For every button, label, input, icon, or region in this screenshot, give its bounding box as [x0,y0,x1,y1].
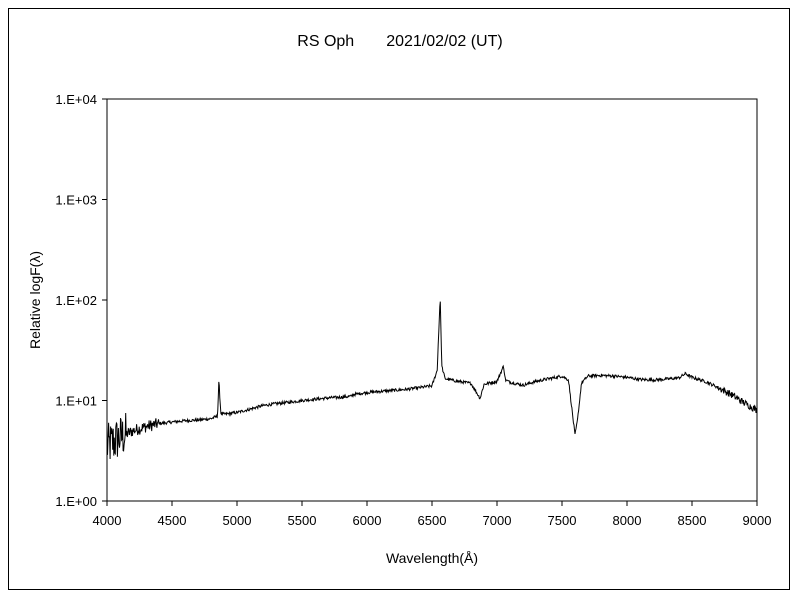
y-tick-label: 1.E+03 [55,193,97,208]
x-tick-label: 6500 [418,513,447,528]
plot-area [106,98,758,502]
spectrum-line [106,301,758,460]
x-tick-label: 6000 [353,513,382,528]
x-tick-label: 4500 [158,513,187,528]
x-tick-label: 8000 [613,513,642,528]
x-tick-label: 7000 [483,513,512,528]
y-axis-ticks: 1.E+00 1.E+01 1.E+02 1.E+03 1.E+04 [55,92,107,509]
chart-title: RS Oph 2021/02/02 (UT) [297,33,502,50]
x-tick-label: 8500 [678,513,707,528]
y-tick-label: 1.E+01 [55,394,97,409]
y-tick-label: 1.E+02 [55,293,97,308]
x-tick-label: 4000 [93,513,122,528]
x-tick-label: 7500 [548,513,577,528]
x-tick-label: 5500 [288,513,317,528]
x-axis-ticks: 4000 4500 5000 5500 6000 6500 7000 7500 8000 8500… [93,501,772,528]
x-axis-title: Wavelength(Å) [386,550,478,566]
y-tick-label: 1.E+00 [55,494,97,509]
y-tick-label: 1.E+04 [55,92,97,107]
x-tick-label: 5000 [223,513,252,528]
x-tick-label: 9000 [743,513,772,528]
y-axis-title: Relative logF(λ) [27,251,43,349]
